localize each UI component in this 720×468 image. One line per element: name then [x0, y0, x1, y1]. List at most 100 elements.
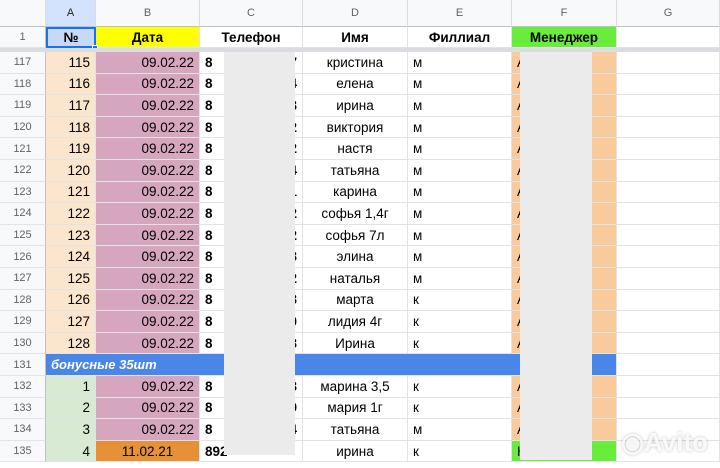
branch-cell[interactable]: м	[408, 95, 512, 117]
cell-G[interactable]	[617, 376, 720, 398]
branch-cell[interactable]: к	[408, 289, 512, 312]
header-cell-D[interactable]: Имя	[303, 27, 408, 48]
row-header-123[interactable]: 123	[0, 181, 46, 204]
cell-G[interactable]	[617, 116, 720, 139]
branch-cell[interactable]: м	[408, 268, 512, 290]
column-header-E[interactable]: E	[408, 0, 512, 27]
number-cell[interactable]: 123	[46, 224, 96, 247]
number-cell[interactable]: 125	[46, 268, 96, 290]
name-cell[interactable]: кристина	[303, 52, 408, 74]
cell-G[interactable]	[617, 95, 720, 117]
date-cell[interactable]: 09.02.22	[96, 181, 200, 204]
branch-cell[interactable]: м	[408, 73, 512, 96]
date-cell[interactable]: 09.02.22	[96, 311, 200, 333]
cell-G[interactable]	[617, 52, 720, 74]
branch-cell[interactable]: к	[408, 397, 512, 420]
header-cell-F[interactable]: Менеджер	[512, 27, 617, 48]
frozen-row-divider[interactable]	[0, 48, 720, 52]
number-cell[interactable]: 4	[46, 440, 96, 463]
cell-G[interactable]	[617, 311, 720, 333]
branch-cell[interactable]: к	[408, 376, 512, 398]
date-cell[interactable]: 09.02.22	[96, 397, 200, 420]
date-cell[interactable]: 09.02.22	[96, 116, 200, 139]
name-cell[interactable]: лидия 4г	[303, 311, 408, 333]
branch-cell[interactable]: м	[408, 203, 512, 225]
name-cell[interactable]: елена	[303, 73, 408, 96]
number-cell[interactable]: 120	[46, 160, 96, 182]
branch-cell[interactable]: м	[408, 181, 512, 204]
name-cell[interactable]: карина	[303, 181, 408, 204]
row-header-122[interactable]: 122	[0, 160, 46, 182]
cell-G[interactable]	[617, 138, 720, 160]
header-cell-C[interactable]: Телефон	[200, 27, 303, 48]
column-header-G[interactable]: G	[617, 0, 720, 27]
branch-cell[interactable]: к	[408, 332, 512, 355]
number-cell[interactable]: 126	[46, 289, 96, 312]
row-header-127[interactable]: 127	[0, 268, 46, 290]
cell-G[interactable]	[617, 246, 720, 268]
name-cell[interactable]: татьяна	[303, 419, 408, 441]
name-cell[interactable]: настя	[303, 138, 408, 160]
row-header-128[interactable]: 128	[0, 289, 46, 312]
date-cell[interactable]: 09.02.22	[96, 246, 200, 268]
number-cell[interactable]: 124	[46, 246, 96, 268]
date-cell[interactable]: 09.02.22	[96, 95, 200, 117]
row-header-117[interactable]: 117	[0, 52, 46, 74]
cell-G[interactable]	[617, 73, 720, 96]
number-cell[interactable]: 122	[46, 203, 96, 225]
row-header-1[interactable]: 1	[0, 27, 46, 48]
number-cell[interactable]: 128	[46, 332, 96, 355]
name-cell[interactable]: Ирина	[303, 332, 408, 355]
name-cell[interactable]: элина	[303, 246, 408, 268]
column-header-A[interactable]: A	[46, 0, 96, 27]
date-cell[interactable]: 09.02.22	[96, 73, 200, 96]
name-cell[interactable]: марта	[303, 289, 408, 312]
cell-G[interactable]	[617, 181, 720, 204]
name-cell[interactable]: ирина	[303, 95, 408, 117]
number-cell[interactable]: 115	[46, 52, 96, 74]
cell-G[interactable]	[617, 268, 720, 290]
date-cell[interactable]: 09.02.22	[96, 419, 200, 441]
number-cell[interactable]: 121	[46, 181, 96, 204]
branch-cell[interactable]: м	[408, 138, 512, 160]
number-cell[interactable]: 117	[46, 95, 96, 117]
date-cell[interactable]: 09.02.22	[96, 376, 200, 398]
branch-cell[interactable]: м	[408, 52, 512, 74]
row-header-132[interactable]: 132	[0, 376, 46, 398]
cell-G[interactable]	[617, 160, 720, 182]
name-cell[interactable]: софья 7л	[303, 224, 408, 247]
number-cell[interactable]: 119	[46, 138, 96, 160]
row-header-135[interactable]: 135	[0, 440, 46, 463]
bonus-section-row[interactable]: бонусные 35шт	[46, 354, 617, 376]
select-all-corner[interactable]	[0, 0, 46, 27]
row-header-133[interactable]: 133	[0, 397, 46, 420]
cell-G[interactable]	[617, 224, 720, 247]
column-header-D[interactable]: D	[303, 0, 408, 27]
branch-cell[interactable]: м	[408, 419, 512, 441]
row-header-124[interactable]: 124	[0, 203, 46, 225]
name-cell[interactable]: ирина	[303, 440, 408, 463]
number-cell[interactable]: 1	[46, 376, 96, 398]
number-cell[interactable]: 2	[46, 397, 96, 420]
column-header-C[interactable]: C	[200, 0, 303, 27]
number-cell[interactable]: 127	[46, 311, 96, 333]
branch-cell[interactable]: м	[408, 224, 512, 247]
header-cell-E[interactable]: Филлиал	[408, 27, 512, 48]
name-cell[interactable]: мария 1г	[303, 397, 408, 420]
date-cell[interactable]: 09.02.22	[96, 160, 200, 182]
branch-cell[interactable]: к	[408, 440, 512, 463]
header-cell-G[interactable]	[617, 27, 720, 48]
name-cell[interactable]: софья 1,4г	[303, 203, 408, 225]
row-header-121[interactable]: 121	[0, 138, 46, 160]
branch-cell[interactable]: м	[408, 246, 512, 268]
row-header-118[interactable]: 118	[0, 73, 46, 96]
column-header-F[interactable]: F	[512, 0, 617, 27]
date-cell[interactable]: 09.02.22	[96, 332, 200, 355]
name-cell[interactable]: марина 3,5	[303, 376, 408, 398]
date-cell[interactable]: 09.02.22	[96, 268, 200, 290]
cell-G[interactable]	[617, 289, 720, 312]
row-header-129[interactable]: 129	[0, 311, 46, 333]
row-header-130[interactable]: 130	[0, 332, 46, 355]
row-header-126[interactable]: 126	[0, 246, 46, 268]
number-cell[interactable]: 118	[46, 116, 96, 139]
